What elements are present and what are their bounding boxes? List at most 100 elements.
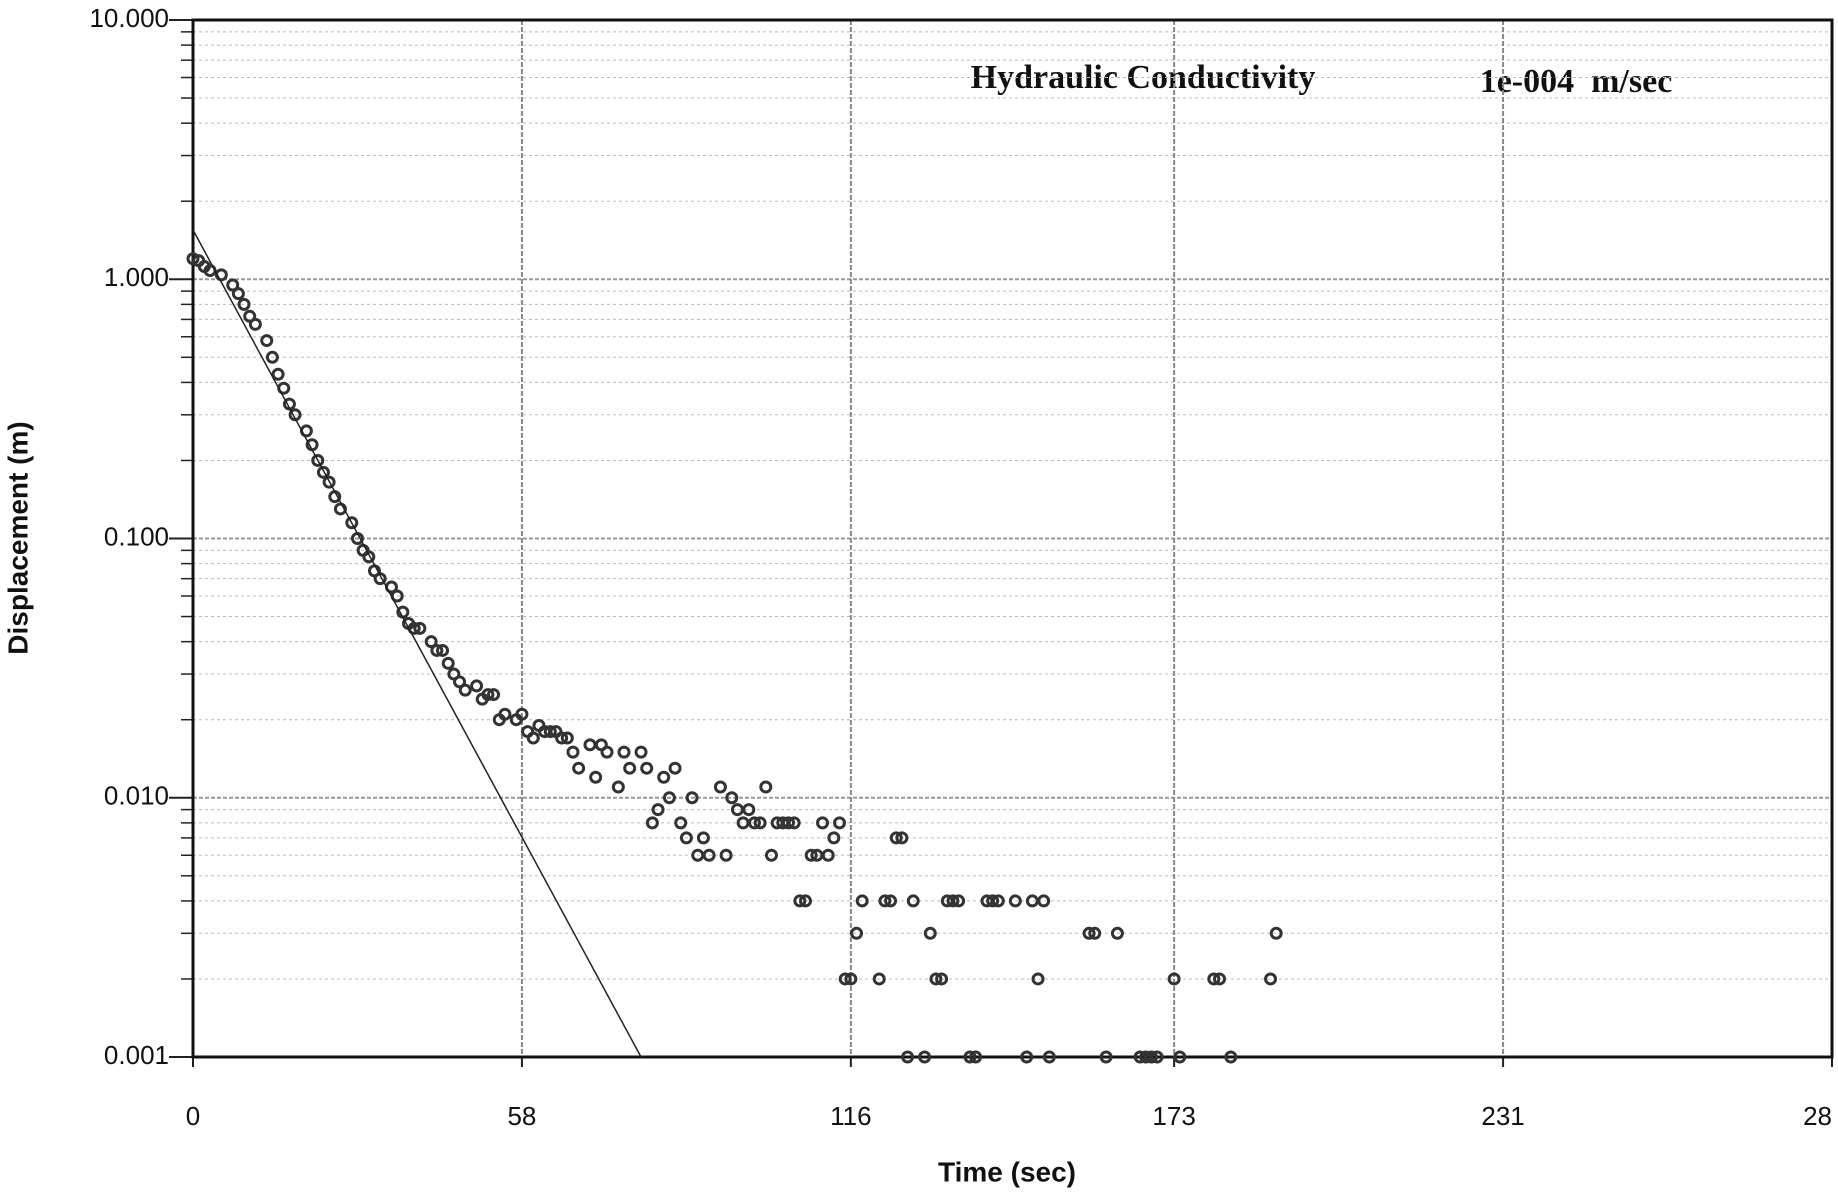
data-point xyxy=(793,894,807,908)
data-point xyxy=(1037,894,1051,908)
data-point xyxy=(226,278,240,292)
data-point xyxy=(458,683,472,697)
data-point xyxy=(901,1050,915,1064)
data-point xyxy=(617,745,631,759)
data-point xyxy=(946,894,960,908)
data-point xyxy=(373,572,387,586)
data-point xyxy=(645,816,659,830)
data-point xyxy=(986,894,1000,908)
data-point xyxy=(299,424,313,438)
data-point xyxy=(560,731,574,745)
data-point xyxy=(583,738,597,752)
data-point xyxy=(872,972,886,986)
y-tick-label: 0.001 xyxy=(104,1040,169,1070)
data-point xyxy=(742,803,756,817)
data-point xyxy=(1031,972,1045,986)
data-point xyxy=(679,831,693,845)
x-tick-label: 116 xyxy=(830,1101,871,1131)
data-point xyxy=(827,831,841,845)
data-point xyxy=(430,643,444,657)
data-point xyxy=(895,831,909,845)
x-tick-label: 58 xyxy=(507,1101,536,1131)
data-point xyxy=(600,745,614,759)
data-point xyxy=(498,707,512,721)
data-point xyxy=(747,816,761,830)
data-point xyxy=(798,894,812,908)
data-point xyxy=(696,831,710,845)
data-point xyxy=(781,816,795,830)
data-point xyxy=(906,894,920,908)
data-point xyxy=(1269,926,1283,940)
data-point xyxy=(515,707,529,721)
data-point xyxy=(231,287,245,301)
data-point xyxy=(611,780,625,794)
data-point xyxy=(1173,1050,1187,1064)
data-point xyxy=(1224,1050,1238,1064)
data-point xyxy=(311,453,325,467)
x-tick-label: 173 xyxy=(1152,1101,1195,1131)
data-point xyxy=(271,367,285,381)
data-point xyxy=(623,761,637,775)
data-point xyxy=(935,972,949,986)
data-point xyxy=(316,465,330,479)
y-axis-label: Displacement (m) xyxy=(2,421,33,654)
data-point xyxy=(543,725,557,739)
y-tick-label: 10.000 xyxy=(89,3,169,33)
data-point xyxy=(470,679,484,693)
data-point xyxy=(413,621,427,635)
data-point xyxy=(674,816,688,830)
data-point xyxy=(265,350,279,364)
data-point xyxy=(821,848,835,862)
data-point xyxy=(1207,972,1221,986)
data-point xyxy=(634,745,648,759)
data-point xyxy=(1088,926,1102,940)
data-point xyxy=(1110,926,1124,940)
data-point xyxy=(640,761,654,775)
data-point xyxy=(555,731,569,745)
data-point xyxy=(662,791,676,805)
data-point xyxy=(657,770,671,784)
data-point xyxy=(1213,972,1227,986)
data-point xyxy=(668,761,682,775)
data-point xyxy=(889,831,903,845)
data-point xyxy=(725,791,739,805)
data-point xyxy=(855,894,869,908)
y-tick-label: 1.000 xyxy=(104,262,169,292)
data-point xyxy=(850,926,864,940)
data-point xyxy=(481,688,495,702)
data-point xyxy=(237,297,251,311)
y-tick-label: 0.010 xyxy=(104,781,169,811)
data-point xyxy=(651,803,665,817)
data-point xyxy=(713,780,727,794)
data-point xyxy=(526,731,540,745)
fit-line xyxy=(192,229,642,1058)
data-point xyxy=(487,688,501,702)
data-point xyxy=(918,1050,932,1064)
y-tick-label: 0.100 xyxy=(104,521,169,551)
data-point xyxy=(963,1050,977,1064)
data-point xyxy=(878,894,892,908)
data-point xyxy=(424,635,438,649)
data-point xyxy=(929,972,943,986)
data-point xyxy=(441,656,455,670)
data-point xyxy=(753,816,767,830)
data-point xyxy=(719,848,733,862)
data-point xyxy=(436,643,450,657)
data-point xyxy=(759,780,773,794)
data-point xyxy=(1042,1050,1056,1064)
data-point xyxy=(345,516,359,530)
annotation: 1e-004 m/sec xyxy=(1480,63,1673,100)
data-point xyxy=(248,317,262,331)
data-point xyxy=(991,894,1005,908)
data-point xyxy=(566,745,580,759)
data-point xyxy=(1099,1050,1113,1064)
data-point xyxy=(764,848,778,862)
data-point xyxy=(322,475,336,489)
data-point xyxy=(844,972,858,986)
data-point xyxy=(1144,1050,1158,1064)
data-point xyxy=(214,268,228,282)
data-point xyxy=(838,972,852,986)
data-point xyxy=(816,816,830,830)
data-point xyxy=(702,848,716,862)
